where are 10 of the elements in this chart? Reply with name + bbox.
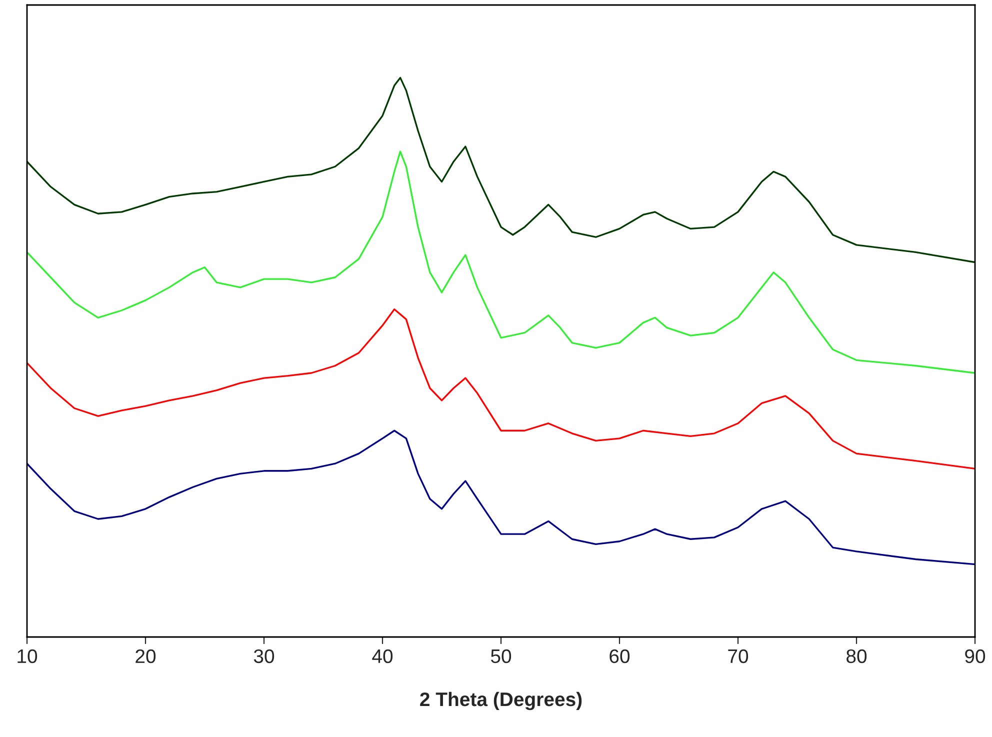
x-tick-label: 90 bbox=[965, 649, 986, 664]
x-tick-label: 50 bbox=[490, 649, 512, 664]
x-tick-label: 40 bbox=[372, 649, 393, 664]
x-axis-title: 2 Theta (Degrees) bbox=[420, 692, 582, 710]
x-tick-label: 70 bbox=[728, 649, 748, 664]
x-tick-label: 30 bbox=[254, 649, 274, 664]
x-tick-label: 20 bbox=[136, 649, 156, 664]
x-tick-label: 60 bbox=[610, 649, 630, 664]
x-tick-label: 80 bbox=[846, 649, 867, 664]
x-tick-label: 10 bbox=[18, 649, 38, 664]
